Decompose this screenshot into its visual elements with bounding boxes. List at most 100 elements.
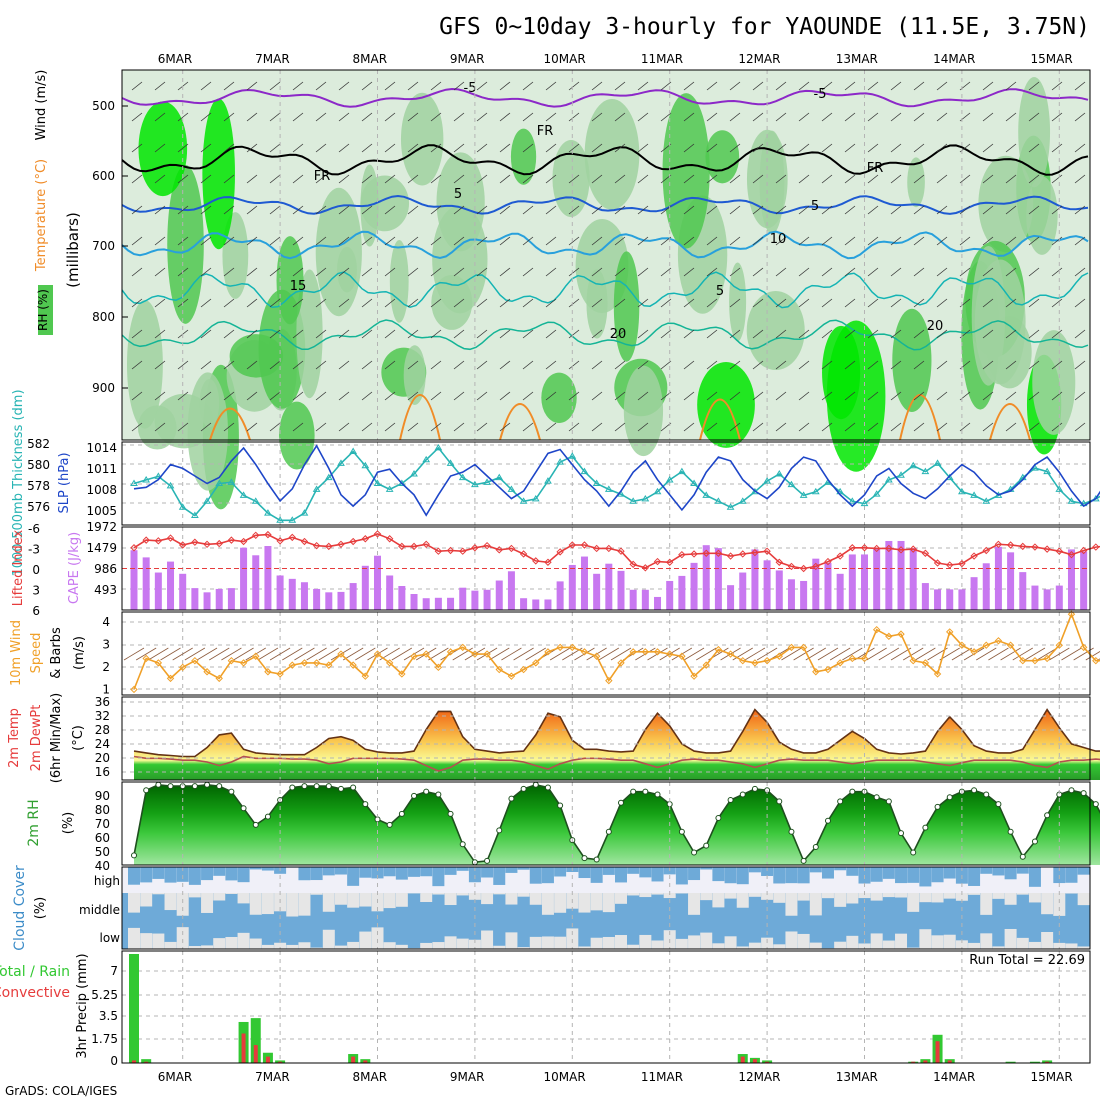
y-tick-label: high (94, 874, 120, 888)
cloud-middle-gap (395, 893, 408, 907)
wind-barb (936, 81, 948, 91)
rh-contour-blob (1018, 77, 1051, 188)
cloud-high-bar (773, 867, 786, 884)
lifted-index-line-point (872, 544, 881, 553)
thickness-line-point (130, 479, 138, 486)
cape-bar (264, 546, 272, 610)
wind-barb (361, 298, 373, 308)
wind-barb (246, 236, 258, 246)
cloud-high-bar (590, 867, 603, 883)
wind-barb (361, 143, 373, 153)
lifted-index-line-point (239, 537, 248, 546)
lifted-index-line-point (812, 562, 820, 571)
wind-barb (867, 81, 879, 91)
lifted-index-line-point (897, 546, 905, 554)
rh-contour-blob (584, 98, 640, 210)
cloud-low-gap (468, 939, 481, 949)
lifted-index-line-point (1067, 550, 1076, 559)
cloud-low-gap (907, 947, 920, 949)
wind-barb (614, 422, 626, 432)
wind-barb (614, 391, 626, 401)
wind-barb (821, 267, 833, 277)
cape-bar (873, 547, 881, 610)
precip-convective-bar (363, 1060, 368, 1063)
wind-barb (361, 360, 373, 370)
wind-barb (936, 174, 948, 184)
y-tick-label: 1005 (86, 504, 117, 518)
date-label-top: 11MAR (641, 52, 683, 66)
thickness-line-point (690, 479, 698, 486)
wind-barb (131, 236, 143, 246)
y-tick-label: 32 (95, 709, 110, 723)
wind-barb (591, 298, 603, 308)
rh-contour-blob (229, 334, 284, 378)
cape-bar (471, 590, 479, 610)
wind-speed-line-point (970, 648, 978, 656)
wind-barb (154, 329, 166, 339)
wind-barb (798, 267, 810, 277)
wind-barb (453, 81, 465, 91)
wind-speed-line-point (483, 650, 491, 658)
cloud-middle-gap (590, 893, 603, 911)
wind-barb (223, 391, 235, 401)
rh-line-point (691, 849, 698, 856)
wind-barb (890, 236, 902, 246)
cloud-middle-gap (286, 893, 299, 917)
wind-barb (246, 298, 258, 308)
wind-barb (729, 236, 741, 246)
wind-barb (775, 205, 787, 215)
wind-barb (844, 205, 856, 215)
cloud-low-gap (566, 928, 579, 949)
cloud-middle-gap (797, 893, 810, 901)
temp-contour-warm-arc (499, 403, 541, 441)
y-tick-label: 2 (102, 660, 110, 674)
wind-barb (775, 112, 787, 122)
rh-contour-blob (697, 361, 755, 448)
cloud-high-bar (468, 867, 481, 883)
rh-line-point (995, 801, 1002, 808)
wind-barb (821, 391, 833, 401)
cloud-high-bar (1065, 867, 1078, 883)
lifted-index-line-point (154, 537, 163, 545)
cloud-middle-gap (846, 893, 859, 904)
lifted-index-line-point (678, 550, 686, 559)
lifted-index-line-point (994, 540, 1003, 548)
cloud-low-gap (1053, 942, 1066, 949)
lifted-index-line-point (544, 558, 552, 566)
cloud-middle-gap (943, 893, 956, 899)
wind-barb (522, 329, 534, 339)
cloud-low-gap (761, 937, 774, 949)
thickness-line-point (349, 447, 358, 454)
cloud-high-bar (371, 867, 384, 879)
rh-line-point (739, 791, 746, 798)
lifted-index-line-point (252, 531, 260, 540)
wind-speed-line-point (714, 645, 723, 654)
cloud-low-gap (188, 946, 201, 949)
lifted-index-line-point (617, 547, 625, 555)
wind-barb (361, 391, 373, 401)
wind-barb (591, 112, 603, 122)
wind-barb (269, 329, 281, 339)
wind-barb (775, 143, 787, 153)
precip-convective-label: Convective (0, 985, 70, 1001)
cape-bar (739, 572, 747, 610)
wind-barb (890, 391, 902, 401)
wind-barb (545, 391, 557, 401)
cape-bar (191, 588, 199, 610)
wind-barb (292, 112, 304, 122)
wind-barb (453, 267, 465, 277)
wind-barb (729, 298, 741, 308)
wind-speed-line-point (203, 668, 211, 676)
wind-barb-10m (160, 647, 181, 661)
wind-barb (683, 143, 695, 153)
cloud-low-gap (724, 936, 737, 949)
lifted-index-line-point (665, 558, 674, 566)
lifted-index-line-point (739, 550, 747, 558)
thickness-line-point (1043, 467, 1052, 475)
wind-barb (729, 329, 741, 339)
wind-barb (890, 298, 902, 308)
thickness-line-point (1067, 497, 1076, 504)
wind-barb (131, 267, 143, 277)
wind-barb (844, 236, 856, 246)
precip-convective-bar (752, 1059, 757, 1063)
